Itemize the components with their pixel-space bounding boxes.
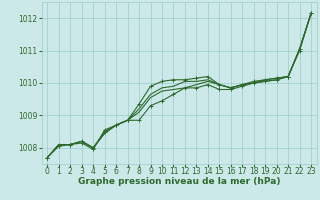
X-axis label: Graphe pression niveau de la mer (hPa): Graphe pression niveau de la mer (hPa) <box>78 177 280 186</box>
